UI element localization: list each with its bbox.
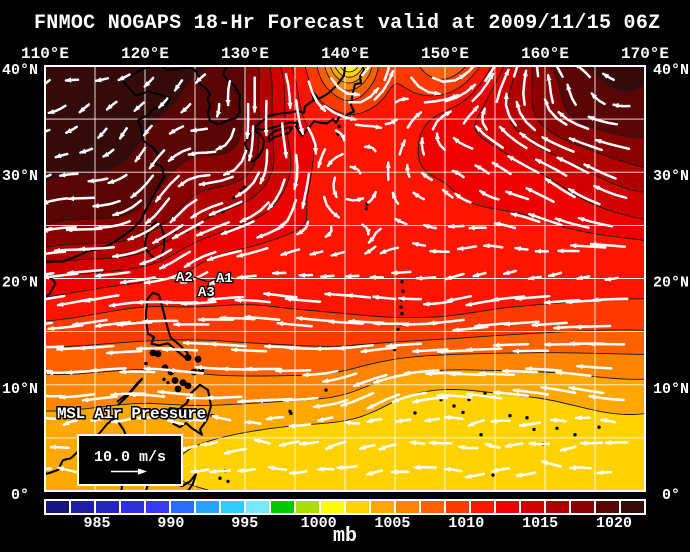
- svg-text:mb: mb: [333, 525, 357, 548]
- svg-text:120°E: 120°E: [121, 45, 169, 63]
- svg-text:10°N: 10°N: [2, 381, 38, 398]
- svg-text:A2: A2: [176, 270, 193, 286]
- svg-text:110°E: 110°E: [21, 45, 69, 63]
- svg-text:985: 985: [83, 515, 110, 532]
- svg-text:160°E: 160°E: [521, 45, 569, 63]
- svg-text:0°: 0°: [11, 487, 29, 504]
- svg-text:990: 990: [157, 515, 184, 532]
- svg-text:1015: 1015: [522, 515, 558, 532]
- svg-text:40°N: 40°N: [653, 62, 689, 79]
- svg-text:1010: 1010: [448, 515, 484, 532]
- svg-text:FNMOC NOGAPS 18-Hr Forecast va: FNMOC NOGAPS 18-Hr Forecast valid at 200…: [34, 12, 660, 35]
- svg-text:30°N: 30°N: [653, 168, 689, 185]
- svg-text:MSL Air Pressure: MSL Air Pressure: [57, 405, 206, 423]
- svg-text:A1: A1: [216, 271, 233, 287]
- svg-text:A3: A3: [198, 285, 215, 301]
- svg-text:140°E: 140°E: [321, 45, 369, 63]
- svg-text:10°N: 10°N: [653, 381, 689, 398]
- svg-text:150°E: 150°E: [421, 45, 469, 63]
- svg-text:170°E: 170°E: [621, 45, 669, 63]
- svg-text:1005: 1005: [374, 515, 410, 532]
- svg-text:10.0 m/s: 10.0 m/s: [94, 449, 166, 466]
- svg-text:995: 995: [231, 515, 258, 532]
- svg-text:0°: 0°: [662, 487, 680, 504]
- svg-text:1000: 1000: [301, 515, 337, 532]
- svg-text:20°N: 20°N: [2, 275, 38, 292]
- svg-text:40°N: 40°N: [2, 62, 38, 79]
- svg-text:1020: 1020: [596, 515, 632, 532]
- svg-text:30°N: 30°N: [2, 168, 38, 185]
- svg-text:20°N: 20°N: [653, 275, 689, 292]
- svg-text:130°E: 130°E: [221, 45, 269, 63]
